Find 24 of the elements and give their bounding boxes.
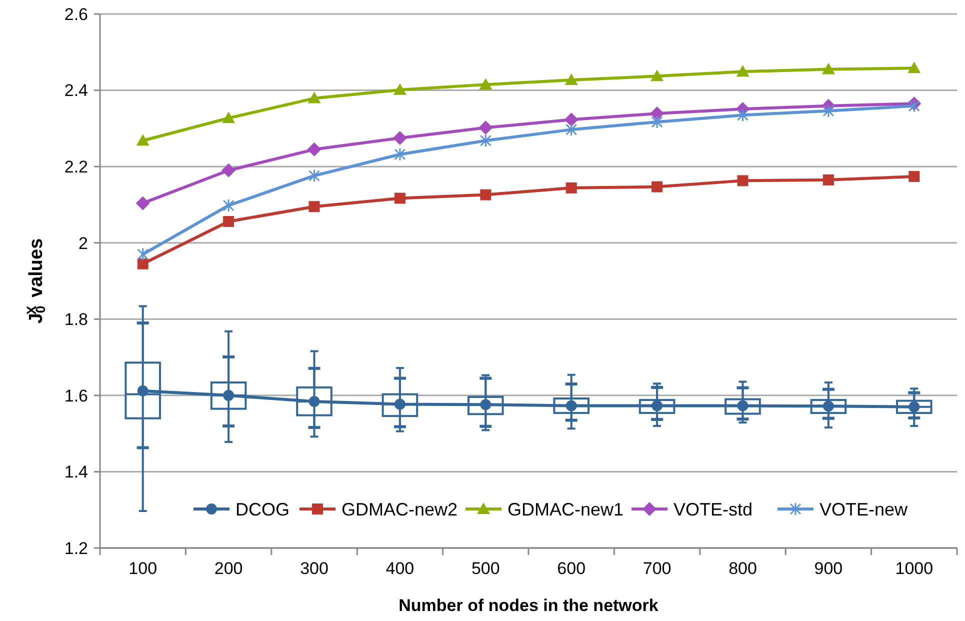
y-tick-label: 2 [78,234,88,253]
y-tick-label: 1.8 [64,310,88,330]
x-tick-label: 300 [300,559,328,578]
y-tick-label: 2.2 [64,158,88,177]
x-axis-title: Number of nodes in the network [398,596,659,615]
x-tick-label: 500 [471,559,500,578]
legend-label: VOTE-std [674,499,753,520]
x-tick-label: 400 [386,559,414,578]
y-tick-label: 1.4 [64,462,88,482]
y-tick-label: 1.2 [64,538,88,558]
x-tick-label: 200 [214,559,243,578]
x-tick-label: 900 [814,559,843,578]
x-tick-label: 700 [642,559,672,578]
legend-label: GDMAC-new1 [508,499,624,520]
x-tick-label: 800 [728,559,757,578]
y-tick-label: 1.6 [64,386,88,406]
y-tick-label: 2.4 [64,81,88,100]
legend-label: GDMAC-new2 [342,499,458,520]
x-tick-label: 1000 [895,559,934,578]
legend-label: VOTE-new [820,499,909,520]
x-tick-label: 100 [128,559,158,578]
y-tick-label: 2.6 [64,4,88,24]
x-tick-label: 600 [557,559,586,578]
legend-label: DCOG [236,499,290,520]
